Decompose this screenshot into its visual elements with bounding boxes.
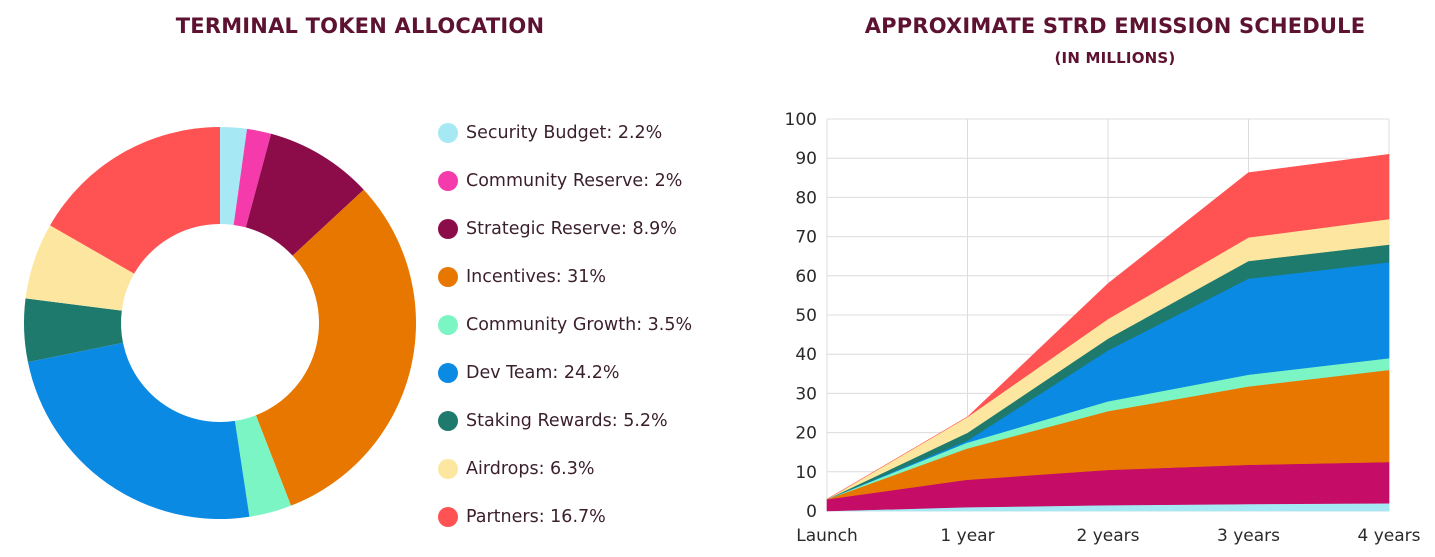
y-tick-label: 70: [795, 228, 817, 248]
legend-label: Partners: 16.7%: [466, 507, 606, 527]
area-chart: 0 10 20 30 40 50 60 70 80 90 100 Launch 1 year 2 year…: [785, 110, 1421, 546]
y-tick-label: 20: [795, 424, 817, 444]
donut-slice-strategic-reserve: [245, 133, 364, 256]
y-tick-label: 10: [795, 463, 817, 483]
legend-label: Staking Rewards: 5.2%: [466, 411, 668, 431]
x-tick-label: Launch: [796, 526, 858, 546]
legend-swatch: [438, 219, 458, 239]
area-chart-title: APPROXIMATE STRD EMISSION SCHEDULE: [864, 14, 1366, 38]
y-tick-label: 90: [795, 149, 817, 169]
donut-slice-staking-rewards: [23, 298, 123, 363]
area-chart-subtitle: (IN MILLIONS): [1054, 49, 1176, 67]
donut-slice-security-budget: [220, 127, 248, 225]
x-tick-label: 3 years: [1217, 526, 1280, 546]
donut-slice-dev-team: [27, 342, 250, 519]
legend-label: Incentives: 31%: [466, 267, 607, 287]
legend-item: Airdrops: 6.3%: [438, 454, 595, 484]
area-series-partners: [826, 153, 1390, 500]
legend-item: Strategic Reserve: 8.9%: [438, 214, 677, 244]
legend-swatch: [438, 171, 458, 191]
legend-label: Community Reserve: 2%: [466, 171, 683, 191]
legend-swatch: [438, 459, 458, 479]
donut-slice-airdrops: [25, 225, 135, 311]
legend-label: Airdrops: 6.3%: [466, 459, 595, 479]
legend-item: Dev Team: 24.2%: [438, 358, 619, 388]
legend-swatch: [438, 267, 458, 287]
x-tick-label: 1 year: [940, 526, 994, 546]
y-tick-label: 0: [806, 502, 817, 522]
legend-item: Community Reserve: 2%: [438, 166, 682, 196]
legend-swatch: [438, 315, 458, 335]
legend-label: Security Budget: 2.2%: [466, 123, 663, 143]
y-tick-label: 30: [795, 384, 817, 404]
legend-item: Incentives: 31%: [438, 262, 606, 292]
legend-item: Security Budget: 2.2%: [438, 118, 662, 148]
legend-label: Community Growth: 3.5%: [466, 315, 693, 335]
donut-chart: [23, 126, 416, 519]
legend-swatch: [438, 507, 458, 527]
legend-swatch: [438, 123, 458, 143]
legend-swatch: [438, 411, 458, 431]
legend-label: Strategic Reserve: 8.9%: [466, 219, 677, 239]
donut-slice-community-reserve: [233, 128, 272, 228]
y-tick-label: 40: [795, 345, 817, 365]
x-tick-label: 4 years: [1357, 526, 1420, 546]
donut-slice-community-growth: [234, 415, 292, 517]
legend-item: Community Growth: 3.5%: [438, 310, 692, 340]
y-tick-label: 80: [795, 188, 817, 208]
y-tick-label: 100: [785, 110, 817, 130]
legend-swatch: [438, 363, 458, 383]
donut-chart-title: TERMINAL TOKEN ALLOCATION: [175, 14, 545, 38]
legend-item: Partners: 16.7%: [438, 502, 606, 532]
donut-slice-incentives: [255, 189, 416, 506]
legend-label: Dev Team: 24.2%: [466, 363, 620, 383]
y-tick-label: 60: [795, 267, 817, 287]
x-tick-label: 2 years: [1076, 526, 1139, 546]
legend-item: Staking Rewards: 5.2%: [438, 406, 668, 436]
y-tick-label: 50: [795, 306, 817, 326]
donut-slice-partners: [50, 126, 221, 274]
